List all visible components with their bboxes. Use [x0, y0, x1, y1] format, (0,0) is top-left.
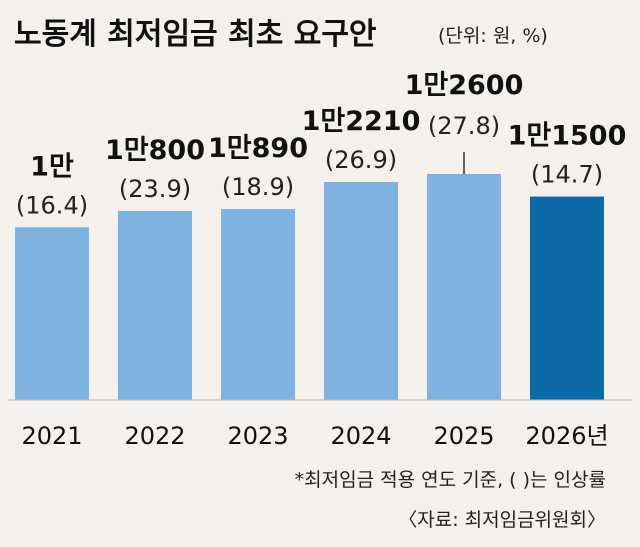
- value-label-2023: 1만890: [208, 133, 308, 164]
- value-label-2024: 1만2210: [302, 106, 421, 137]
- x-tick-2021: 2021: [21, 422, 82, 450]
- x-tick-2026년: 2026년: [525, 422, 608, 450]
- rate-label-2022: (23.9): [119, 175, 191, 203]
- source-note: 〈자료: 최저임금위원회〉: [398, 509, 606, 531]
- x-tick-2025: 2025: [433, 422, 494, 450]
- bar-2021: [15, 227, 89, 400]
- bar-2025: [427, 174, 501, 400]
- value-label-2026년: 1만1500: [508, 121, 627, 152]
- bars: (16.4) 1만 2021 (23.9) 1만800 2022 (18.9) 1만890 20…: [15, 70, 626, 450]
- rate-label-2024: (26.9): [325, 146, 397, 174]
- chart-title: 노동계 최저임금 최초 요구안: [14, 17, 377, 52]
- x-tick-2022: 2022: [124, 422, 185, 450]
- value-label-2025: 1만2600: [405, 70, 524, 101]
- x-tick-2024: 2024: [330, 422, 391, 450]
- footnote: *최저임금 적용 연도 기준, ( )는 인상률: [295, 469, 606, 491]
- bar-2024: [324, 181, 398, 400]
- bar-2023: [221, 209, 295, 400]
- unit-note: (단위: 원, %): [438, 25, 548, 47]
- rate-label-2026년: (14.7): [531, 161, 603, 189]
- rate-label-2025: (27.8): [428, 112, 500, 140]
- value-label-2022: 1만800: [105, 135, 205, 166]
- rate-label-2021: (16.4): [16, 191, 88, 219]
- rate-label-2023: (18.9): [222, 173, 294, 201]
- value-label-2021: 1만: [30, 151, 74, 182]
- x-tick-2023: 2023: [227, 422, 288, 450]
- bar-2026년: [530, 196, 604, 400]
- bar-2022: [118, 210, 192, 400]
